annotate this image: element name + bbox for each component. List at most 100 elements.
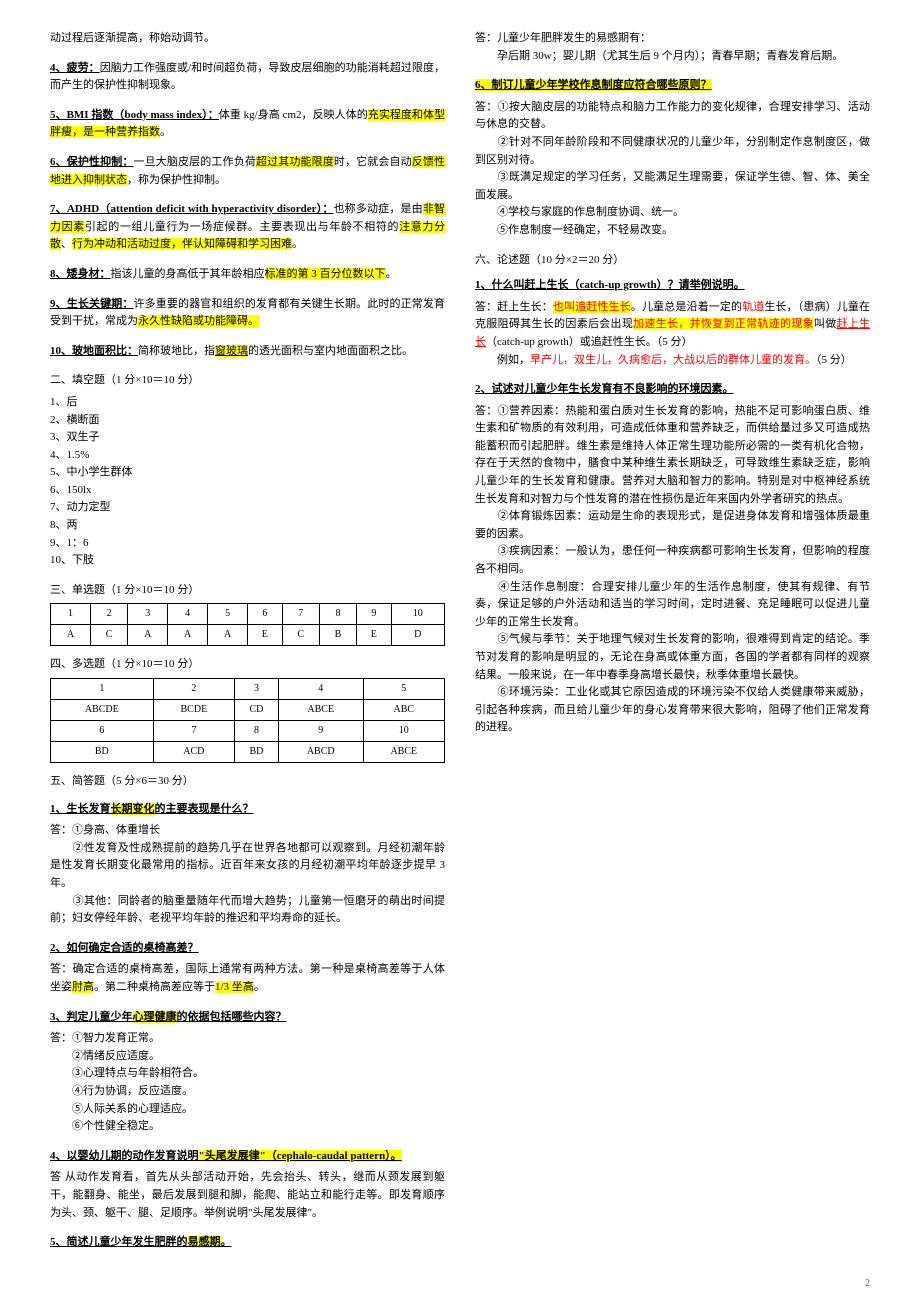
e2-title: 2、试述对儿童少年生长发育有不良影响的环境因素。 [475,383,734,395]
q6-title: 6、制订儿童少年学校作息制度应符合哪些原则？ [475,79,712,91]
short-head: 五、简答题（5 分×6＝30 分） [50,773,445,791]
e2-item: ④生活作息制度：合理安排儿童少年的生活作息制度，使其有规律、有节奏，保证足够的户… [475,579,870,632]
e2: 2、试述对儿童少年生长发育有不良影响的环境因素。 答：①营养因素：热能和蛋白质对… [475,381,870,737]
single-head: 三、单选题（1 分×10＝10 分） [50,582,445,600]
cell: 5 [363,679,444,700]
cell: D [391,625,444,646]
table-row: ABCDEBCDECDABCEABC [51,700,445,721]
def-6-hl1: 超过其功能限度 [256,156,334,168]
fill-item: 2、横断面 [50,412,445,430]
cell: A [168,625,208,646]
cell: A [208,625,248,646]
cell: 6 [51,721,154,742]
q3-item: ④行为协调，反应适度。 [50,1083,445,1101]
cell: 2 [153,679,234,700]
e2-item: ⑥环境污染：工业化或其它原因造成的环境污染不仅给人类健康带来威胁，引起各种疾病，… [475,684,870,737]
def-6-b1: 一旦大脑皮层的工作负荷 [134,156,256,168]
def-10-term: 10、玻地面积比： [50,345,138,357]
def-7-hl2b: 行为冲动和活动过度，伴认知障碍和学习困难 [72,238,292,250]
def-5-term: 5、BMI 指数（body mass index）： [50,109,219,121]
cell: ABCE [363,742,444,763]
def-5-b1: 体重 kg/身高 cm2，反映人体的 [219,109,368,121]
cell: 10 [363,721,444,742]
cell: 6 [248,604,283,625]
fill-item: 6、150lx [50,482,445,500]
e1-m3: 叫做 [814,318,837,330]
multi-table: 12345 ABCDEBCDECDABCEABC 678910 BDACDBDA… [50,678,445,763]
fill-item: 10、下肢 [50,552,445,570]
fill-item: 9、1：6 [50,535,445,553]
def-10-hl1: 窗玻璃 [215,345,248,357]
q5-a2: 孕后期 30w；婴儿期（尤其生后 9 个月内）；青春早期；青春发育后期。 [475,48,870,66]
e2-item: ②体育锻炼因素：运动是生命的表现形式，是促进身体发育和增强体质最重要的因素。 [475,508,870,543]
def-7-b1: 也称多动症，是由 [334,203,423,215]
table-row: 12345678910 [51,604,445,625]
q1-hl: 长期变化 [111,803,155,815]
cell: C [90,625,127,646]
q2-mid: 。第二种桌椅高差应等于 [94,981,215,993]
cell: ACD [153,742,234,763]
def-7: 7、ADHD（attention deficit with hyperactiv… [50,201,445,254]
def-9-term: 9、生长关键期： [50,298,134,310]
q1-a1: 答：①身高、体重增长 [50,822,445,840]
q6-item: ⑤作息制度一经确定，不轻易改变。 [475,222,870,240]
q2: 2、如何确定合适的桌椅高差？ 答：确定合适的桌椅高差，国际上通常有两种方法。第一… [50,940,445,997]
table-row: 678910 [51,721,445,742]
cell: 1 [51,604,91,625]
cell: 1 [51,679,154,700]
q3-t2: 的依据包括哪些内容？ [177,1011,287,1023]
cell: 10 [391,604,444,625]
fill-item: 5、中小学生群体 [50,464,445,482]
def-7-term: 7、ADHD（attention deficit with hyperactiv… [50,203,334,215]
cell: ABCDE [51,700,154,721]
q6-item: ④学校与家庭的作息制度协调、统一。 [475,204,870,222]
table-row: ACAAAECBED [51,625,445,646]
fill-item: 1、后 [50,394,445,412]
cell: B [319,625,356,646]
cell: 3 [128,604,168,625]
q4: 4、以婴幼儿期的动作发育说明"头尾发展律"（cephalo-caudal pat… [50,1148,445,1222]
q1-a3: ③其他：同龄者的脑重量随年代而增大趋势；儿童第一恒磨牙的萌出时间提前；妇女停经年… [50,893,445,928]
def-8-b2: 。 [386,268,397,280]
def-10-b1: 简称玻地比，指 [138,345,215,357]
q4-a: 答 从动作发育看，首先从头部活动开始，先会抬头、转头，继而从颈发展到躯干，能翻身… [50,1169,445,1222]
q5-t2: 。 [221,1236,232,1248]
def-10: 10、玻地面积比：简称玻地比，指窗玻璃的透光面积与室内地面面积之比。 [50,343,445,361]
def-7-b4: 。 [292,238,303,250]
cell: 9 [278,721,363,742]
cell: 8 [319,604,356,625]
fill-list: 1、后 2、横断面 3、双生子 4、1.5% 5、中小学生群体 6、150lx … [50,394,445,570]
cell: CD [235,700,279,721]
def-7-b2: 引起的一组儿童行为一场症候群。主要表现出与年龄不相符的 [85,221,399,233]
cell: 4 [168,604,208,625]
def-5: 5、BMI 指数（body mass index）：体重 kg/身高 cm2，反… [50,107,445,142]
q6-item: ②针对不同年龄阶段和不同健康状况的儿童少年，分别制定作息制度区，做到区别对待。 [475,134,870,169]
def-9-hl1: 永久性缺陷或功能障碍。 [138,315,259,327]
cell: 7 [282,604,319,625]
multi-head: 四、多选题（1 分×10＝10 分） [50,656,445,674]
e1-ex: 例如，早产儿，双生儿，久病愈后，大战以后的群体儿童的发育。（5 分） [475,352,870,370]
def-10-b2: 的透光面积与室内地面面积之比。 [248,345,413,357]
q4-thl: "头尾发展律"（cephalo-caudal pattern）。 [199,1150,402,1162]
q3-t1: 3、判定儿童少年 [50,1011,133,1023]
cell: BD [235,742,279,763]
e1-hl1: 也叫追赶性生长 [553,301,631,313]
q6-item: 答：①按大脑皮层的功能特点和脑力工作能力的变化规律，合理安排学习、活动与休息的交… [475,99,870,134]
e1-m1: 。儿童总是沿着一定的 [631,301,742,313]
single-table: 12345678910 ACAAAECBED [50,603,445,646]
q5-a1: 答：儿童少年肥胖发生的易感期有： [475,30,870,48]
cell: 2 [90,604,127,625]
q6-item: ③既满足规定的学习任务，又能满足生理需要，保证学生德、智、体、美全面发展。 [475,169,870,204]
def-8: 8、矮身材：指该儿童的身高低于其年龄相应标准的第 3 百分位数以下。 [50,266,445,284]
def-5-b2: 。 [160,126,171,138]
essay-head: 六、论述题（10 分×2＝20 分） [475,252,870,270]
q1: 1、生长发育长期变化的主要表现是什么？ 答：①身高、体重增长 ②性发育及性成熟提… [50,801,445,928]
cell: A [51,625,91,646]
def-4-term: 4、疲劳： [50,62,100,74]
cell: 8 [235,721,279,742]
cell: 5 [208,604,248,625]
def-4: 4、疲劳：因脑力工作强度或/和时间超负荷，导致皮层细胞的功能消耗超过限度，而产生… [50,60,445,95]
def-8-b1: 指该儿童的身高低于其年龄相应 [111,268,265,280]
def-4-body: 因脑力工作强度或/和时间超负荷，导致皮层细胞的功能消耗超过限度，而产生的保护性抑… [50,62,445,92]
q4-tpre: 4、以婴幼儿期的动作发育说明 [50,1150,199,1162]
